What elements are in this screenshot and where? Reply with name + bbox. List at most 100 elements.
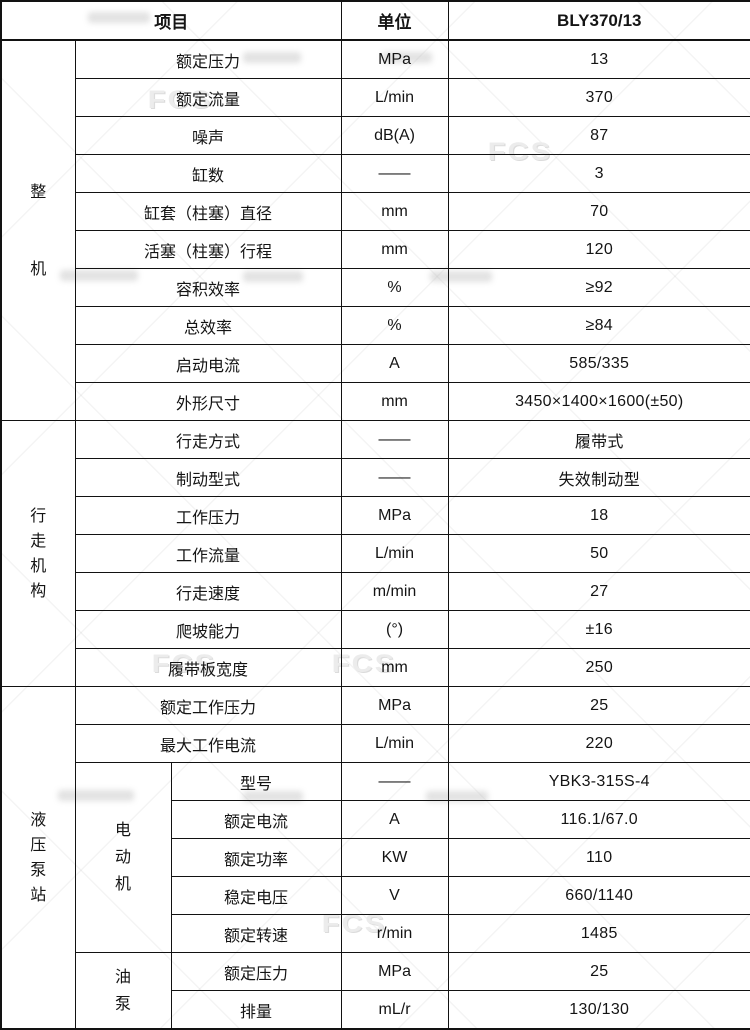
row-value: 3450×1400×1600(±50) xyxy=(447,382,750,421)
table-row: 行走速度 m/min 27 xyxy=(1,572,750,611)
row-item: 最大工作电流 xyxy=(74,724,342,763)
table-row: 缸数 —— 3 xyxy=(1,154,750,193)
row-unit: (°) xyxy=(340,610,449,649)
section-label-char: 整 xyxy=(30,183,47,201)
row-value: 13 xyxy=(447,39,750,79)
section-label-char: 机 xyxy=(30,557,47,575)
row-unit: mm xyxy=(340,192,449,231)
table-row: 电动机型号 —— YBK3-315S-4 xyxy=(1,762,750,953)
section-label: 行走机构 xyxy=(0,420,76,687)
row-unit: MPa xyxy=(340,39,449,79)
table-row: 噪声 dB(A) 87 xyxy=(1,116,750,155)
table-row: 外形尺寸 mm 3450×1400×1600(±50) xyxy=(1,382,750,421)
row-item: 外形尺寸 xyxy=(74,382,342,421)
header-unit: 单位 xyxy=(340,0,449,41)
table-row: 稳定电压 V 660/1140 xyxy=(1,876,750,915)
row-unit: m/min xyxy=(340,572,449,611)
row-unit: dB(A) xyxy=(340,116,449,155)
table-row: 爬坡能力 (°) ±16 xyxy=(1,610,750,649)
row-unit: % xyxy=(340,306,449,345)
table-row: 最大工作电流 L/min 220 xyxy=(1,724,750,763)
row-value: 116.1/67.0 xyxy=(447,800,750,839)
row-unit: L/min xyxy=(340,724,449,763)
subsection-label-char: 泵 xyxy=(114,995,131,1013)
row-value: 18 xyxy=(447,496,750,535)
table-row: 行走机构行走方式 —— 履带式 xyxy=(0,420,750,687)
table-row: 额定流量 L/min 370 xyxy=(1,78,750,117)
row-unit: r/min xyxy=(340,914,449,953)
row-unit: KW xyxy=(340,838,449,877)
row-unit: L/min xyxy=(340,534,449,573)
row-value: 27 xyxy=(447,572,750,611)
row-value: 130/130 xyxy=(447,990,750,1030)
row-item: 缸数 xyxy=(74,154,342,193)
row-value: 370 xyxy=(447,78,750,117)
subsection-label-char: 机 xyxy=(114,876,131,893)
table-row: 活塞（柱塞）行程 mm 120 xyxy=(1,230,750,269)
row-item: 额定压力 xyxy=(170,952,342,991)
table-row: 制动型式 —— 失效制动型 xyxy=(1,458,750,497)
row-unit: MPa xyxy=(340,686,449,725)
row-item: 活塞（柱塞）行程 xyxy=(74,230,342,269)
row-item: 型号 xyxy=(170,762,342,801)
table-row: 额定功率 KW 110 xyxy=(1,838,750,877)
row-unit: —— xyxy=(340,154,449,193)
row-item: 工作压力 xyxy=(74,496,342,535)
table-row: 履带板宽度 mm 250 xyxy=(1,648,750,687)
section-label: 整机 xyxy=(0,39,76,421)
table-row: 油泵 额定压力 MPa 25 xyxy=(1,952,750,1030)
row-unit: % xyxy=(340,268,449,307)
row-value: 110 xyxy=(447,838,750,877)
row-unit: V xyxy=(340,876,449,915)
row-value: 250 xyxy=(447,648,750,687)
row-item: 启动电流 xyxy=(74,344,342,383)
row-value: ≥92 xyxy=(447,268,750,307)
table-row: 缸套（柱塞）直径 mm 70 xyxy=(1,192,750,231)
row-unit: —— xyxy=(340,762,449,801)
section-label-char: 泵 xyxy=(30,861,47,879)
table-row: 额定转速 r/min 1485 xyxy=(1,914,750,953)
row-item: 行走速度 xyxy=(74,572,342,611)
row-unit: mm xyxy=(340,382,449,421)
row-item: 制动型式 xyxy=(74,458,342,497)
row-value: 25 xyxy=(447,952,750,991)
row-unit: L/min xyxy=(340,78,449,117)
row-unit: A xyxy=(340,344,449,383)
table-row: 启动电流 A 585/335 xyxy=(1,344,750,383)
section-label-char: 站 xyxy=(30,886,47,904)
row-item: 稳定电压 xyxy=(170,876,342,915)
row-value: 25 xyxy=(447,686,750,725)
subsection-label-char: 动 xyxy=(114,849,131,866)
row-value: 3 xyxy=(447,154,750,193)
row-unit: mL/r xyxy=(340,990,449,1030)
row-item: 总效率 xyxy=(74,306,342,345)
row-unit: MPa xyxy=(340,952,449,991)
header-item: 项目 xyxy=(0,0,342,41)
table-row: 总效率% ≥84 xyxy=(1,306,750,345)
subsection-label-char: 油 xyxy=(114,968,131,986)
row-unit: mm xyxy=(340,648,449,687)
table-header-row: 项目 单位 BLY370/13 xyxy=(0,0,750,41)
spec-table-body: 整机额定压力 MPa 13 额定流量 L/min 370 噪声 dB(A) 87 缸数 —— 3 缸套（… xyxy=(0,39,750,1030)
row-value: 1485 xyxy=(447,914,750,953)
row-unit: A xyxy=(340,800,449,839)
row-value: 585/335 xyxy=(447,344,750,383)
subsection-label-char: 电 xyxy=(114,822,131,839)
row-value: 660/1140 xyxy=(447,876,750,915)
row-item: 爬坡能力 xyxy=(74,610,342,649)
table-row: 液压泵站额定工作压力 MPa 25 xyxy=(0,686,750,1030)
row-item: 履带板宽度 xyxy=(74,648,342,687)
row-item: 额定流量 xyxy=(74,78,342,117)
row-value: 120 xyxy=(447,230,750,269)
row-item: 容积效率 xyxy=(74,268,342,307)
section-label-char: 压 xyxy=(30,836,47,854)
row-value: 50 xyxy=(447,534,750,573)
row-unit: —— xyxy=(340,420,449,459)
subsection-label: 电动机 xyxy=(74,762,172,953)
section-label-char: 行 xyxy=(30,507,47,525)
row-value: 70 xyxy=(447,192,750,231)
row-item: 额定电流 xyxy=(170,800,342,839)
row-item: 额定功率 xyxy=(170,838,342,877)
section-label-char: 液 xyxy=(30,811,47,829)
